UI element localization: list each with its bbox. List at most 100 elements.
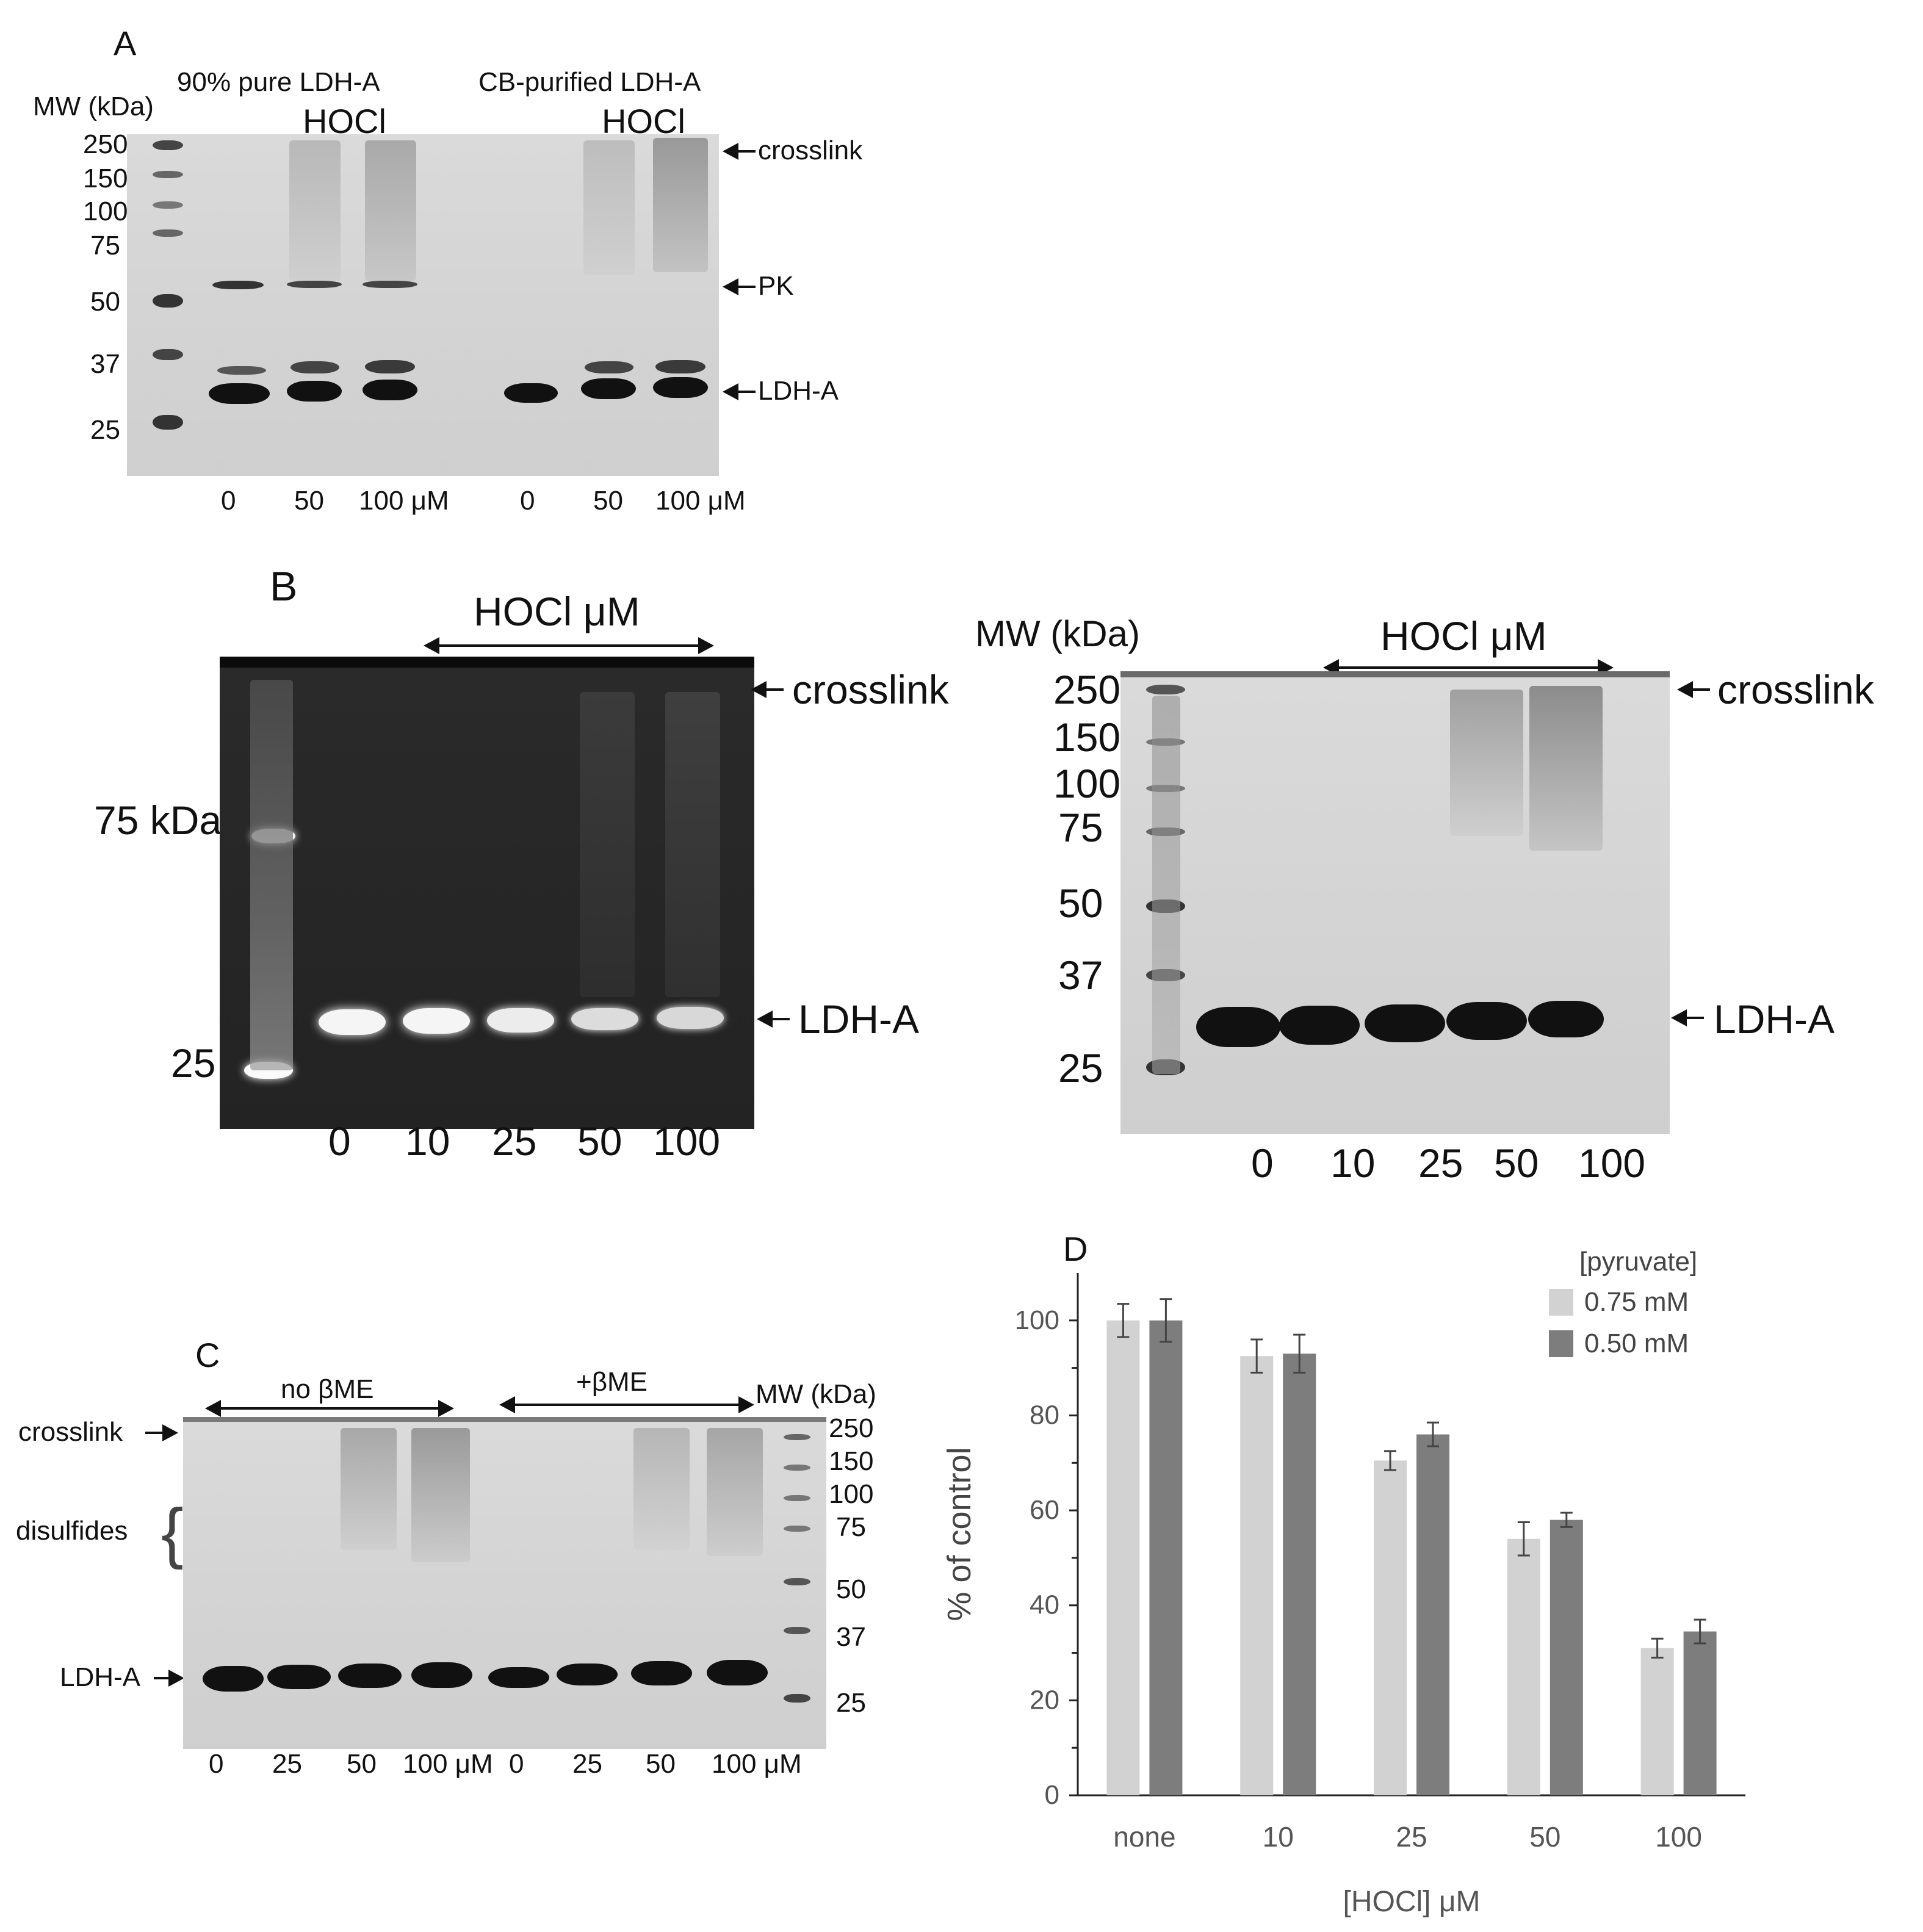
panel-c-lane-2: 25 bbox=[272, 1749, 302, 1779]
panel-a-mw-label: MW (kDa) bbox=[33, 92, 154, 121]
legend-label: 0.75 mM bbox=[1584, 1287, 1689, 1317]
panel-c-gel-image bbox=[183, 1417, 826, 1749]
panel-c-lane-8: 100 μM bbox=[712, 1749, 802, 1779]
panel-a-lane-1: 0 bbox=[221, 486, 236, 516]
panel-c-lane-1: 0 bbox=[209, 1749, 224, 1779]
panel-c-mw-100: 100 bbox=[829, 1479, 874, 1509]
panel-b-left-range-line bbox=[438, 644, 699, 647]
panel-c-mw-25: 25 bbox=[836, 1688, 866, 1718]
panel-a-lane-5: 50 bbox=[593, 486, 623, 516]
panel-a-mw-37: 37 bbox=[90, 349, 120, 379]
panel-b-left-ldha-label: LDH-A bbox=[798, 997, 920, 1042]
bar-0.75-mM-100 bbox=[1640, 1648, 1674, 1795]
panel-d-letter: D bbox=[1063, 1230, 1088, 1268]
panel-b-right-mw-37: 37 bbox=[1058, 953, 1103, 998]
panel-b-left-range-arrow-right-icon bbox=[698, 637, 714, 654]
y-tick-label: 20 bbox=[1030, 1685, 1059, 1715]
panel-c-no-bme-arrow-left-icon bbox=[205, 1400, 221, 1417]
bar-0.75-mM-25 bbox=[1374, 1460, 1407, 1795]
panel-a-lane-2: 50 bbox=[294, 486, 324, 516]
x-tick-label: 100 bbox=[1655, 1821, 1702, 1853]
panel-c-mw-150: 150 bbox=[829, 1446, 874, 1476]
panel-b-right-mw-25: 25 bbox=[1058, 1045, 1103, 1090]
panel-b-right-mw-150: 150 bbox=[1053, 715, 1121, 760]
panel-b-left-lane-1: 0 bbox=[328, 1119, 351, 1164]
panel-a-crosslink-label: crosslink bbox=[758, 135, 863, 165]
panel-b-right-ldha-arrow-icon bbox=[1671, 1009, 1687, 1026]
panel-a-pk-label: PK bbox=[758, 271, 794, 301]
x-tick-label: 50 bbox=[1529, 1821, 1560, 1853]
panel-b-right-lane-3: 25 bbox=[1418, 1141, 1463, 1186]
panel-b-letter: B bbox=[270, 563, 298, 610]
panel-a-mw-75: 75 bbox=[90, 231, 120, 261]
y-tick-label: 0 bbox=[1045, 1780, 1059, 1810]
panel-a-mw-25: 25 bbox=[90, 415, 120, 445]
panel-b-right-mw-label: MW (kDa) bbox=[975, 613, 1140, 654]
panel-c-mw-label: MW (kDa) bbox=[756, 1379, 876, 1409]
panel-c-no-bme-arrow-right-icon bbox=[438, 1400, 454, 1417]
panel-b-left-25-label: 25 bbox=[171, 1040, 216, 1086]
bar-0.50-mM-10 bbox=[1283, 1353, 1316, 1795]
panel-c-lane-6: 25 bbox=[572, 1749, 602, 1779]
panel-a-group2-title: CB-purified LDH-A bbox=[478, 67, 701, 97]
panel-a-hocl-label-2: HOCl bbox=[602, 102, 685, 140]
bar-0.50-mM-50 bbox=[1550, 1519, 1583, 1795]
panel-a-mw-250: 250 bbox=[83, 129, 128, 159]
panel-c-lane-3: 50 bbox=[347, 1749, 377, 1779]
panel-a-gel-image bbox=[127, 134, 719, 476]
panel-c-plus-bme-arrow-right-icon bbox=[738, 1396, 754, 1413]
panel-b-left-gel-image bbox=[220, 657, 754, 1129]
panel-b-left-range-arrow-left-icon bbox=[424, 637, 439, 654]
panel-c-lane-5: 0 bbox=[509, 1749, 524, 1779]
panel-c-ldha-arrow-icon bbox=[168, 1670, 184, 1687]
x-tick-label: none bbox=[1113, 1821, 1175, 1853]
panel-c-mw-50: 50 bbox=[836, 1574, 866, 1604]
y-tick-label: 80 bbox=[1030, 1400, 1059, 1430]
panel-c-ldha-label: LDH-A bbox=[60, 1662, 141, 1692]
panel-b-right-lane-1: 0 bbox=[1251, 1141, 1274, 1186]
panel-d-bar-chart: 0 20 40 60 80 100 none 10 25 50 100 [HOCl] μM % of c… bbox=[941, 1247, 1745, 1918]
x-tick-label: 25 bbox=[1396, 1821, 1427, 1853]
y-tick-label: 40 bbox=[1030, 1590, 1059, 1620]
y-tick-label: 100 bbox=[1015, 1305, 1059, 1335]
x-tick-label: 10 bbox=[1263, 1821, 1294, 1853]
panel-a-pk-arrow-icon bbox=[723, 278, 738, 295]
panel-b-right-mw-75: 75 bbox=[1058, 805, 1103, 850]
panel-b-left-lane-5: 100 bbox=[653, 1119, 721, 1164]
panel-c-lane-7: 50 bbox=[646, 1749, 676, 1779]
panel-a-hocl-label-1: HOCl bbox=[303, 102, 386, 140]
panel-a-group1-title: 90% pure LDH-A bbox=[177, 67, 380, 97]
panel-b-right-ldha-label: LDH-A bbox=[1714, 997, 1835, 1042]
bar-0.50-mM-100 bbox=[1683, 1631, 1717, 1795]
panel-a-crosslink-arrow-icon bbox=[723, 143, 738, 160]
panel-b-right-lane-2: 10 bbox=[1330, 1141, 1376, 1186]
panel-b-right-range-line bbox=[1338, 666, 1599, 669]
panel-a-letter: A bbox=[114, 24, 137, 62]
panel-b-right-lane-4: 50 bbox=[1494, 1141, 1539, 1186]
panel-a-ldha-arrow-icon bbox=[723, 383, 738, 400]
panel-a-ldha-label: LDH-A bbox=[758, 376, 839, 406]
panel-b-right-mw-250: 250 bbox=[1053, 667, 1121, 712]
panel-a-lane-4: 0 bbox=[520, 486, 535, 516]
panel-c-lane-4: 100 μM bbox=[403, 1749, 493, 1779]
panel-c-mw-250: 250 bbox=[829, 1413, 874, 1443]
panel-a-lane-6: 100 μM bbox=[655, 486, 746, 516]
panel-b-right-lane-5: 100 bbox=[1578, 1141, 1646, 1186]
panel-a-mw-150: 150 bbox=[83, 164, 128, 193]
panel-c-no-bme-label: no βME bbox=[281, 1374, 374, 1404]
panel-c-plus-bme-arrow-left-icon bbox=[499, 1396, 515, 1413]
panel-b-left-crosslink-label: crosslink bbox=[792, 667, 949, 712]
bar-0.75-mM-none bbox=[1106, 1320, 1140, 1795]
panel-a-mw-100: 100 bbox=[83, 196, 128, 226]
legend-swatch-0.50-mM bbox=[1549, 1330, 1573, 1357]
legend-title: [pyruvate] bbox=[1579, 1247, 1697, 1277]
panel-b-right-crosslink-arrow-icon bbox=[1677, 681, 1693, 698]
legend-label: 0.50 mM bbox=[1584, 1328, 1689, 1358]
panel-c-mw-37: 37 bbox=[836, 1622, 866, 1652]
panel-b-left-crosslink-arrow-icon bbox=[751, 681, 767, 698]
panel-a-lane-3: 100 μM bbox=[359, 486, 449, 516]
panel-c-disulfides-brace-icon: { bbox=[161, 1495, 184, 1570]
panel-b-right-mw-50: 50 bbox=[1058, 881, 1103, 926]
panel-b-left-75kda-label: 75 kDa bbox=[94, 798, 222, 843]
panel-b-left-lane-3: 25 bbox=[492, 1119, 537, 1164]
